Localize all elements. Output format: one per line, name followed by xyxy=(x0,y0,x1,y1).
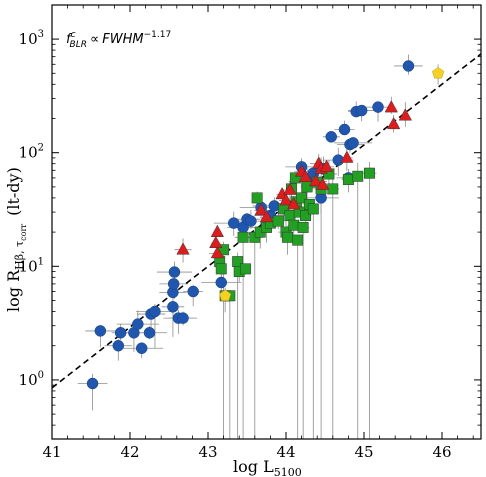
data-point-pentagon xyxy=(219,289,232,301)
data-point-circle xyxy=(114,327,127,339)
data-point-circle xyxy=(94,325,107,337)
data-point-triangle xyxy=(398,108,412,121)
data-point-triangle xyxy=(316,177,330,190)
annotation-text: fc BLR ∝ FWHM−1.17 xyxy=(66,30,171,50)
data-point-triangle xyxy=(340,150,354,163)
x-axis-label-sub: 5100 xyxy=(274,466,302,477)
x-tick-label: 43 xyxy=(198,443,217,461)
x-tick-label: 41 xyxy=(42,443,61,461)
data-point-square xyxy=(239,263,251,275)
data-point-circle xyxy=(132,318,144,330)
data-point-circle xyxy=(355,104,368,117)
data-point-circle xyxy=(402,60,415,72)
data-point-triangle xyxy=(279,193,293,206)
data-point-triangle xyxy=(384,100,398,113)
y-axis-label-subsub: corr xyxy=(19,224,28,241)
annotation-f: f xyxy=(66,32,73,47)
data-point-circle xyxy=(143,327,156,339)
data-point-triangle xyxy=(319,159,334,172)
data-point-circle xyxy=(149,305,161,318)
annotation-f-sub: BLR xyxy=(70,40,87,50)
x-tick-label: 42 xyxy=(120,443,139,461)
data-point-circle xyxy=(215,276,228,289)
data-point-square xyxy=(307,203,319,215)
data-point-circle xyxy=(167,278,180,290)
data-point-circle xyxy=(338,123,351,136)
data-point-square xyxy=(251,192,263,204)
annotation-relation: ∝ xyxy=(90,32,99,47)
data-point-square xyxy=(272,215,284,227)
y-axis-label-main: log R xyxy=(4,269,23,312)
data-point-square xyxy=(300,210,311,221)
data-point-circle xyxy=(112,339,125,352)
data-point-square xyxy=(292,234,304,246)
data-point-square xyxy=(352,170,364,182)
x-tick-label: 46 xyxy=(432,443,451,461)
y-axis-label: log RHβ, τcorr (lt-dy) xyxy=(4,167,28,312)
y-tick-label: 100 xyxy=(19,370,44,389)
y-tick-label: 102 xyxy=(19,143,44,162)
x-tick-label: 44 xyxy=(276,443,295,461)
data-point-triangle xyxy=(259,209,274,223)
data-point-square xyxy=(288,219,300,231)
plot-frame xyxy=(51,4,482,440)
annotation-exponent: −1.17 xyxy=(144,30,172,40)
data-point-square xyxy=(296,192,308,204)
y-axis-label-unit: (lt-dy) xyxy=(4,167,23,216)
data-point-circle xyxy=(268,200,281,212)
data-point-square xyxy=(297,221,309,233)
annotation-rhs: FWHM xyxy=(102,32,143,47)
data-point-circle xyxy=(347,137,359,149)
data-point-triangle xyxy=(309,173,323,187)
data-point-triangle xyxy=(298,169,313,182)
data-point-circle xyxy=(227,217,240,229)
y-tick-label: 101 xyxy=(19,256,44,275)
data-point-triangle xyxy=(210,224,224,237)
data-point-triangle xyxy=(387,116,401,130)
data-point-circle xyxy=(86,377,99,390)
data-point-circle xyxy=(177,312,189,324)
x-tick-label: 45 xyxy=(354,443,373,461)
data-point-circle xyxy=(135,342,148,355)
data-point-triangle xyxy=(210,246,224,259)
data-point-circle xyxy=(168,266,181,278)
data-point-square xyxy=(342,174,354,186)
x-axis-label: log L5100 xyxy=(233,457,302,477)
data-point-circle xyxy=(372,101,384,113)
y-tick-label: 103 xyxy=(19,29,44,48)
data-point-pentagon xyxy=(432,66,445,79)
annotation-f-sup: c xyxy=(71,30,76,40)
data-point-circle xyxy=(325,131,337,143)
data-point-triangle xyxy=(283,182,297,195)
data-point-square xyxy=(215,263,227,275)
data-point-square xyxy=(282,231,294,243)
axis-ticks: 41 42 43 44 45 46 100 101 102 103 xyxy=(19,5,481,461)
data-point-square xyxy=(237,231,249,243)
data-point-triangle xyxy=(209,235,223,248)
data-point-square xyxy=(364,167,375,179)
data-point-triangle xyxy=(254,203,268,216)
data-point-circle xyxy=(187,285,199,298)
data-point-circle xyxy=(245,215,257,227)
data-point-square xyxy=(284,210,296,221)
x-axis-label-main: log L xyxy=(233,457,274,476)
data-point-square xyxy=(289,172,301,184)
data-point-square xyxy=(327,183,339,195)
y-axis-label-sub: Hβ, τ xyxy=(13,241,26,270)
data-point-triangle xyxy=(287,197,301,210)
data-point-circle xyxy=(167,301,179,313)
data-point-triangle xyxy=(176,242,190,255)
data-markers xyxy=(86,60,445,390)
